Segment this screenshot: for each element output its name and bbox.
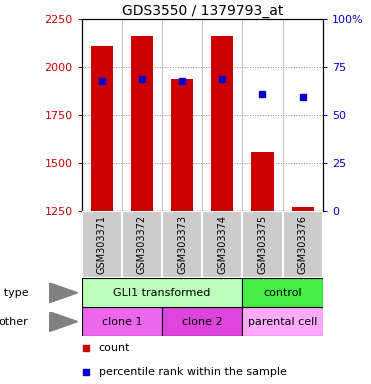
Bar (242, 307, 323, 336)
Bar (82, 307, 162, 336)
Text: GSM303374: GSM303374 (217, 215, 227, 274)
Bar (292, 207, 314, 211)
Bar (162, 307, 242, 336)
Bar (91, 46, 113, 211)
Title: GDS3550 / 1379793_at: GDS3550 / 1379793_at (122, 4, 283, 18)
Bar (162, 211, 202, 278)
Bar (252, 152, 273, 211)
Text: parental cell: parental cell (248, 316, 317, 327)
Bar (82, 278, 242, 307)
Text: control: control (263, 288, 302, 298)
Text: GLI1 transformed: GLI1 transformed (113, 288, 211, 298)
Polygon shape (49, 283, 78, 303)
Bar (283, 211, 323, 278)
Text: clone 2: clone 2 (182, 316, 223, 327)
Text: GSM303371: GSM303371 (97, 215, 107, 274)
Bar (242, 211, 283, 278)
Bar (131, 36, 153, 211)
Text: GSM303372: GSM303372 (137, 215, 147, 274)
Text: GSM303373: GSM303373 (177, 215, 187, 274)
Bar (82, 211, 122, 278)
Bar (242, 278, 323, 307)
Bar (171, 79, 193, 211)
Text: clone 1: clone 1 (102, 316, 142, 327)
Text: GSM303375: GSM303375 (257, 215, 267, 274)
Bar (122, 211, 162, 278)
Text: cell type: cell type (0, 288, 29, 298)
Text: GSM303376: GSM303376 (298, 215, 308, 274)
Polygon shape (49, 311, 78, 332)
Text: other: other (0, 316, 29, 327)
Bar (211, 36, 233, 211)
Text: count: count (99, 343, 130, 353)
Text: percentile rank within the sample: percentile rank within the sample (99, 367, 286, 377)
Bar (202, 211, 242, 278)
